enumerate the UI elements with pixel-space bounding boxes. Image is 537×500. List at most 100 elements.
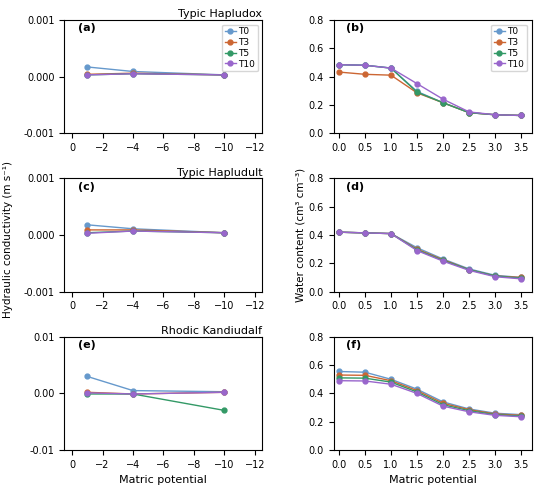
Line: T5: T5 [85, 228, 227, 235]
T10 [221, 390, 228, 396]
T5 [414, 247, 420, 253]
T5 [336, 229, 342, 235]
T10 [362, 230, 368, 236]
Text: (f): (f) [345, 340, 361, 350]
T5 [130, 391, 136, 397]
T5 [130, 70, 136, 76]
Line: T10: T10 [337, 378, 524, 419]
T3 [362, 230, 368, 236]
T3 [130, 391, 136, 397]
Text: (c): (c) [78, 182, 95, 192]
T0 [492, 272, 498, 278]
T10 [336, 229, 342, 235]
T10 [414, 248, 420, 254]
T0 [466, 110, 473, 116]
Text: (d): (d) [345, 182, 364, 192]
Line: T0: T0 [337, 230, 524, 280]
Line: T3: T3 [85, 71, 227, 78]
T3 [518, 412, 525, 418]
T3 [440, 400, 446, 406]
T0 [518, 412, 525, 418]
Line: T3: T3 [85, 390, 227, 396]
T5 [466, 408, 473, 414]
T5 [518, 275, 525, 281]
T3 [130, 227, 136, 233]
Text: Hydraulic conductivity (m s⁻¹): Hydraulic conductivity (m s⁻¹) [3, 162, 13, 318]
Line: T10: T10 [337, 230, 524, 281]
T0 [388, 65, 394, 71]
T10 [362, 378, 368, 384]
T5 [362, 375, 368, 381]
T10 [466, 409, 473, 415]
Line: T3: T3 [337, 372, 524, 418]
Text: Typic Hapludox: Typic Hapludox [178, 9, 263, 19]
T0 [221, 230, 228, 235]
T3 [221, 390, 228, 396]
T5 [221, 230, 228, 235]
T5 [130, 228, 136, 234]
T3 [414, 388, 420, 394]
T3 [221, 230, 228, 235]
Line: T5: T5 [85, 392, 227, 413]
T10 [492, 112, 498, 118]
T0 [362, 230, 368, 236]
T0 [130, 68, 136, 74]
T10 [414, 80, 420, 86]
T5 [466, 110, 473, 116]
T0 [130, 388, 136, 394]
T0 [518, 112, 525, 118]
T10 [466, 268, 473, 274]
T10 [221, 72, 228, 78]
T0 [466, 406, 473, 412]
T10 [336, 378, 342, 384]
T10 [130, 391, 136, 397]
X-axis label: Matric potential: Matric potential [120, 476, 207, 486]
T5 [388, 230, 394, 236]
T5 [362, 62, 368, 68]
T0 [414, 386, 420, 392]
Line: T0: T0 [85, 64, 227, 78]
T10 [518, 112, 525, 118]
T5 [221, 408, 228, 414]
Line: T5: T5 [337, 62, 524, 118]
T3 [492, 112, 498, 118]
T5 [84, 230, 91, 235]
T3 [336, 372, 342, 378]
T0 [84, 64, 91, 70]
T0 [336, 62, 342, 68]
T5 [440, 100, 446, 105]
T5 [414, 389, 420, 395]
T0 [84, 374, 91, 380]
T3 [466, 266, 473, 272]
Line: T0: T0 [337, 369, 524, 417]
T10 [84, 72, 91, 78]
T5 [388, 379, 394, 385]
T0 [130, 226, 136, 232]
T10 [440, 403, 446, 409]
T5 [362, 230, 368, 236]
T10 [130, 228, 136, 234]
X-axis label: Matric potential: Matric potential [389, 476, 476, 486]
T5 [466, 266, 473, 272]
Text: (e): (e) [78, 340, 96, 350]
T10 [440, 96, 446, 102]
Line: T0: T0 [85, 374, 227, 394]
Line: T3: T3 [337, 70, 524, 118]
T5 [492, 112, 498, 118]
T10 [84, 230, 91, 236]
T3 [84, 227, 91, 233]
Line: T3: T3 [337, 230, 524, 280]
T0 [388, 230, 394, 236]
T3 [84, 390, 91, 396]
Line: T0: T0 [337, 62, 524, 118]
T5 [414, 89, 420, 95]
T0 [221, 72, 228, 78]
T10 [130, 70, 136, 76]
T0 [492, 112, 498, 118]
T3 [414, 90, 420, 96]
T5 [336, 62, 342, 68]
Line: T10: T10 [85, 390, 227, 396]
T0 [84, 222, 91, 228]
T10 [388, 65, 394, 71]
T3 [518, 274, 525, 280]
